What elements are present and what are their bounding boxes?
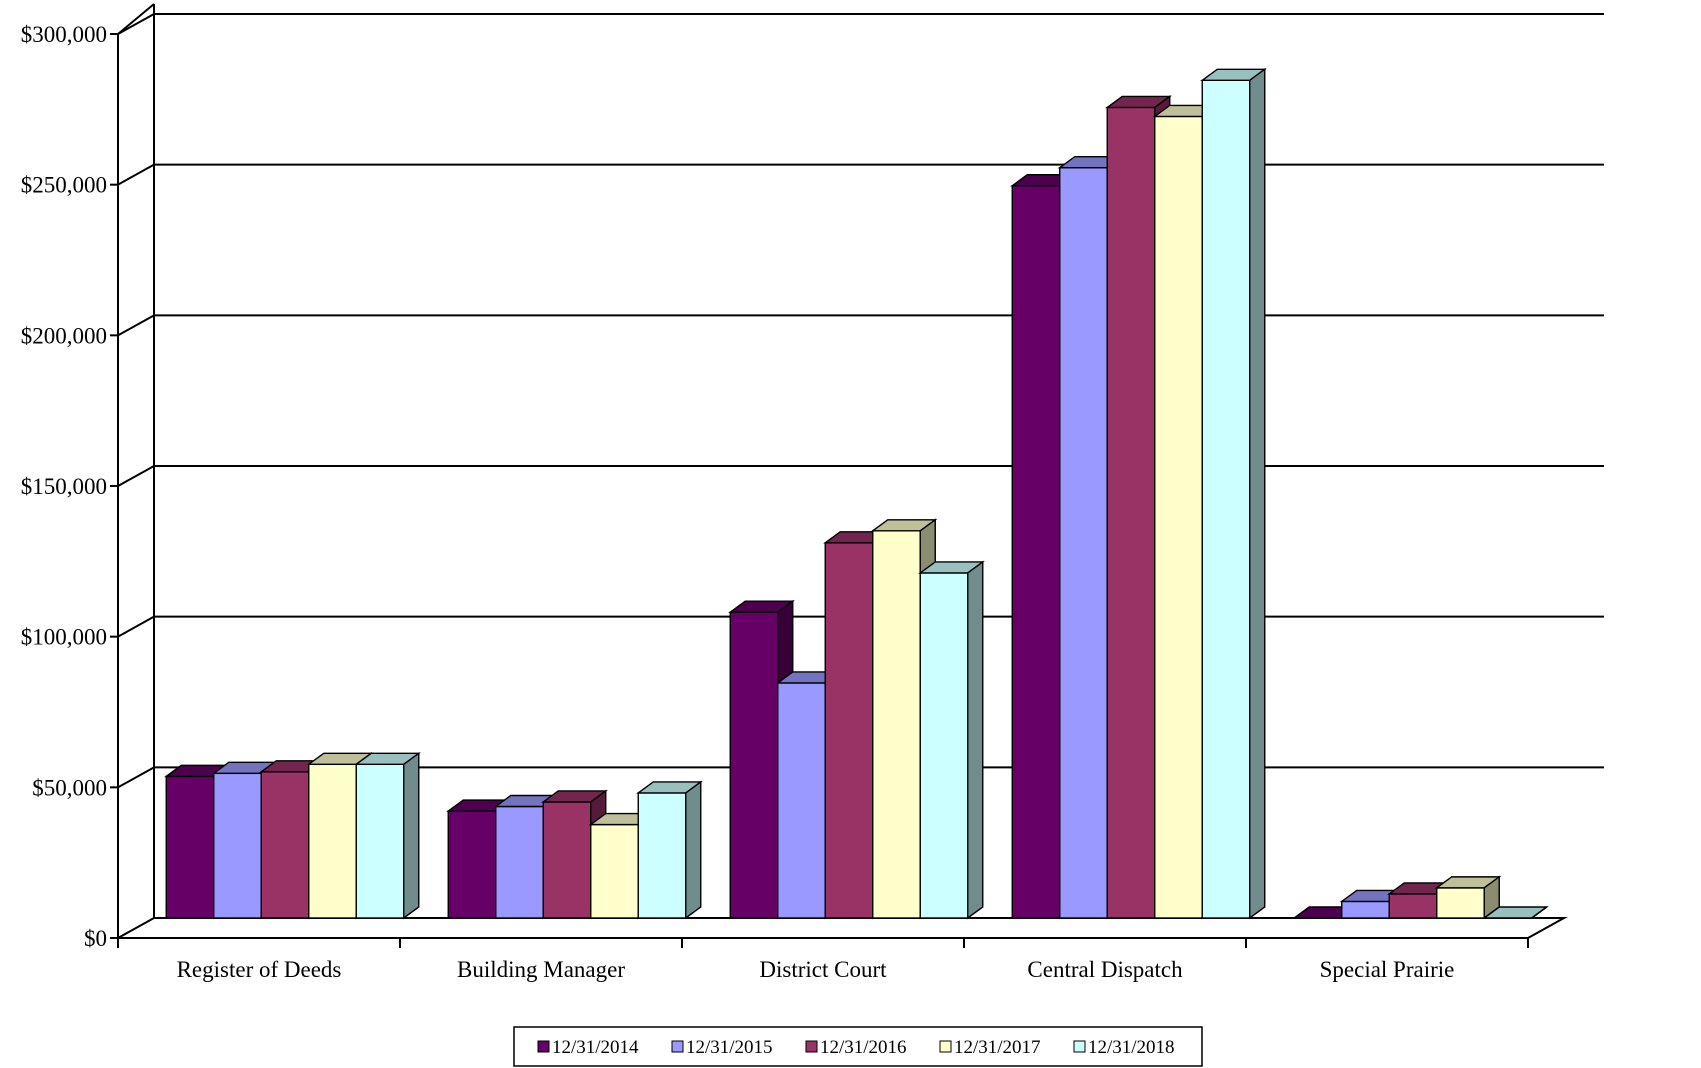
- y-tick-label: $0: [84, 926, 107, 951]
- bar-side: [967, 560, 984, 920]
- x-tick-label: District Court: [759, 957, 887, 982]
- x-tick-label: Register of Deeds: [177, 957, 342, 982]
- bar-front: [1059, 166, 1108, 919]
- x-tick-labels: Register of Deeds Building Manager Distric…: [177, 957, 1455, 982]
- y-tick-label: $250,000: [21, 173, 107, 198]
- legend-label: 12/31/2015: [686, 1037, 773, 1058]
- bar-side: [685, 780, 702, 920]
- y-axis: $0 $50,000 $100,000 $150,000 $200,000 $250,00…: [21, 22, 119, 951]
- bar-side: [403, 751, 420, 920]
- bar-front: [495, 805, 544, 919]
- legend-label: 12/31/2018: [1088, 1037, 1175, 1058]
- bar: [1434, 875, 1502, 920]
- y-tick-label: $100,000: [21, 625, 107, 650]
- gridline-side: [117, 314, 155, 337]
- x-tick-label: Building Manager: [457, 957, 625, 982]
- legend-box: [513, 1026, 1203, 1067]
- bar-front: [919, 572, 969, 919]
- y-tick-label: $150,000: [21, 474, 107, 499]
- y-tick-label: $200,000: [21, 323, 107, 348]
- bars: [164, 67, 1549, 920]
- gridline-side: [117, 615, 155, 638]
- bar-front: [872, 530, 921, 919]
- x-tick-label: Central Dispatch: [1027, 957, 1183, 982]
- bar-front: [729, 611, 779, 919]
- bar: [1200, 67, 1267, 920]
- x-tick-label: Special Prairie: [1320, 957, 1455, 982]
- gridline-side: [117, 465, 155, 487]
- bar-front: [824, 542, 874, 919]
- side-wall-top-edge: [117, 3, 155, 35]
- legend-swatch: [939, 1040, 952, 1053]
- bar-front: [213, 772, 262, 919]
- floor: [114, 917, 1568, 939]
- bar-front: [590, 823, 639, 919]
- bar-side: [1249, 67, 1266, 920]
- bar-front: [1388, 893, 1438, 919]
- bar: [1482, 906, 1549, 919]
- bar-front: [355, 763, 405, 919]
- legend-swatch: [1073, 1040, 1086, 1053]
- gridline-side: [117, 766, 155, 789]
- legend-label: 12/31/2014: [552, 1037, 639, 1058]
- bar-front: [1154, 115, 1203, 919]
- bar-front: [542, 801, 592, 919]
- x-axis: [117, 937, 1529, 948]
- gridline-side: [117, 13, 155, 35]
- y-tick-label: $300,000: [21, 22, 107, 47]
- y-tick-label: $50,000: [32, 775, 107, 800]
- bar: [636, 780, 703, 920]
- legend: 12/31/2014 12/31/2015 12/31/2016 12/31/2017…: [513, 1026, 1203, 1067]
- bar-front: [260, 771, 310, 919]
- bar-front: [165, 775, 215, 919]
- legend-label: 12/31/2016: [820, 1037, 907, 1058]
- bar: [918, 560, 985, 920]
- legend-swatch: [537, 1040, 550, 1053]
- legend-swatch: [805, 1040, 818, 1053]
- gridline-side: [117, 163, 155, 186]
- bar-front: [308, 763, 357, 919]
- bar-front: [637, 792, 687, 919]
- bar-side: [1531, 906, 1548, 919]
- legend-label: 12/31/2017: [954, 1037, 1041, 1058]
- bar-front: [1201, 79, 1251, 919]
- bar: [354, 751, 421, 920]
- bar-front: [1341, 900, 1390, 919]
- bar-front: [447, 810, 497, 919]
- bar-front: [1436, 887, 1485, 919]
- bar-front: [1106, 106, 1156, 919]
- bar-front: [1011, 185, 1061, 919]
- legend-swatch: [671, 1040, 684, 1053]
- bar-front: [777, 682, 826, 919]
